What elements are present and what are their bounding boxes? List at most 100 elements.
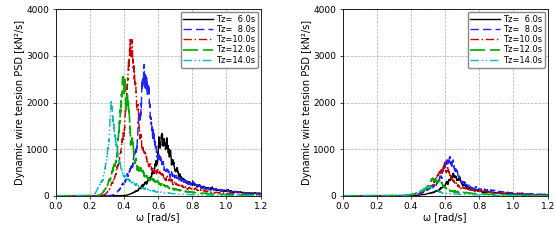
Line: Tz=  6.0s: Tz= 6.0s — [56, 134, 261, 196]
Tz=12.0s — [429, 177, 436, 179]
Tz=14.0s — [257, 194, 264, 197]
Tz=  6.0s — [76, 194, 82, 197]
Tz=  8.0s — [375, 194, 381, 197]
Tz=14.0s — [544, 194, 551, 197]
Tz=14.0s — [254, 194, 260, 197]
Tz=12.0s — [120, 75, 127, 78]
Line: Tz=  6.0s: Tz= 6.0s — [343, 173, 548, 196]
Tz=  8.0s — [88, 194, 95, 197]
Tz=  6.0s — [140, 184, 147, 187]
Tz=10.0s — [540, 193, 547, 196]
Tz=14.0s — [540, 194, 547, 197]
Y-axis label: Dynamic wire tension PSD [kN²/s]: Dynamic wire tension PSD [kN²/s] — [302, 20, 312, 185]
X-axis label: ω [rad/s]: ω [rad/s] — [136, 212, 180, 222]
Tz=12.0s — [375, 194, 381, 197]
Tz=14.0s — [518, 194, 525, 197]
Tz=12.0s — [131, 160, 138, 163]
Tz=  8.0s — [544, 193, 551, 196]
Tz=14.0s — [427, 185, 434, 188]
Tz=10.0s — [418, 191, 425, 194]
Tz=14.0s — [424, 184, 431, 187]
Legend: Tz=  6.0s, Tz=  8.0s, Tz=10.0s, Tz=12.0s, Tz=14.0s: Tz= 6.0s, Tz= 8.0s, Tz=10.0s, Tz=12.0s, … — [468, 12, 545, 68]
Tz=  8.0s — [340, 194, 346, 197]
Tz=10.0s — [363, 194, 370, 197]
Tz=10.0s — [127, 36, 133, 39]
Tz=12.0s — [52, 194, 59, 197]
Tz=14.0s — [76, 194, 82, 197]
Tz=12.0s — [231, 193, 238, 196]
Tz=10.0s — [340, 194, 346, 197]
Tz=  6.0s — [158, 132, 165, 135]
Line: Tz=12.0s: Tz=12.0s — [343, 178, 548, 196]
Tz=10.0s — [257, 193, 264, 196]
Tz=14.0s — [140, 187, 147, 190]
Tz=  6.0s — [131, 191, 138, 194]
Tz=14.0s — [418, 189, 425, 192]
Tz=12.0s — [544, 194, 551, 197]
Tz=  8.0s — [518, 192, 525, 195]
Tz=12.0s — [254, 194, 260, 197]
Tz=12.0s — [257, 194, 264, 197]
Tz=  6.0s — [518, 193, 525, 196]
Line: Tz=12.0s: Tz=12.0s — [56, 77, 261, 196]
Tz=10.0s — [544, 194, 551, 196]
Legend: Tz=  6.0s, Tz=  8.0s, Tz=10.0s, Tz=12.0s, Tz=14.0s: Tz= 6.0s, Tz= 8.0s, Tz=10.0s, Tz=12.0s, … — [181, 12, 258, 68]
Tz=10.0s — [427, 185, 434, 187]
Tz=  6.0s — [88, 194, 95, 197]
Tz=  8.0s — [76, 194, 82, 197]
Line: Tz=  8.0s: Tz= 8.0s — [343, 157, 548, 196]
Tz=14.0s — [88, 194, 95, 197]
Tz=12.0s — [76, 194, 82, 197]
Tz=12.0s — [418, 190, 425, 193]
Tz=  6.0s — [363, 194, 370, 197]
Tz=  6.0s — [450, 172, 456, 175]
Tz=14.0s — [108, 99, 115, 102]
X-axis label: ω [rad/s]: ω [rad/s] — [424, 212, 467, 222]
Tz=12.0s — [88, 194, 95, 197]
Tz=14.0s — [52, 194, 59, 197]
Tz=10.0s — [131, 74, 138, 77]
Tz=10.0s — [140, 148, 147, 151]
Tz=  8.0s — [540, 193, 547, 196]
Tz=  6.0s — [254, 192, 260, 195]
Tz=12.0s — [140, 170, 147, 172]
Tz=  6.0s — [340, 194, 346, 197]
Tz=  8.0s — [257, 193, 264, 195]
Tz=  8.0s — [418, 192, 425, 195]
Tz=  6.0s — [540, 193, 547, 196]
Tz=12.0s — [340, 194, 346, 197]
Tz=10.0s — [254, 193, 260, 196]
Line: Tz=14.0s: Tz=14.0s — [343, 186, 548, 196]
Tz=12.0s — [427, 180, 434, 183]
Tz=10.0s — [52, 194, 59, 197]
Tz=  8.0s — [427, 187, 434, 189]
Line: Tz=  8.0s: Tz= 8.0s — [56, 65, 261, 196]
Tz=10.0s — [375, 194, 381, 197]
Tz=10.0s — [76, 194, 82, 197]
Tz=  8.0s — [363, 194, 370, 197]
Tz=14.0s — [131, 182, 138, 185]
Tz=14.0s — [375, 194, 381, 197]
Line: Tz=10.0s: Tz=10.0s — [56, 38, 261, 196]
Tz=10.0s — [88, 194, 95, 197]
Tz=12.0s — [540, 194, 547, 197]
Tz=  8.0s — [231, 190, 238, 193]
Tz=  6.0s — [427, 192, 434, 194]
Tz=12.0s — [518, 194, 525, 196]
Tz=10.0s — [518, 193, 525, 195]
Tz=10.0s — [441, 161, 448, 164]
Y-axis label: Dynamic wire tension PSD [kN²/s]: Dynamic wire tension PSD [kN²/s] — [15, 20, 25, 185]
Tz=  8.0s — [254, 192, 260, 195]
Tz=  6.0s — [544, 193, 551, 196]
Line: Tz=10.0s: Tz=10.0s — [343, 162, 548, 196]
Tz=  6.0s — [375, 194, 381, 197]
Tz=10.0s — [231, 192, 238, 195]
Tz=12.0s — [363, 194, 370, 197]
Tz=  8.0s — [446, 156, 453, 158]
Tz=14.0s — [340, 194, 346, 197]
Tz=  8.0s — [131, 151, 138, 154]
Tz=  6.0s — [231, 190, 238, 193]
Tz=14.0s — [231, 194, 238, 197]
Tz=14.0s — [363, 194, 370, 197]
Tz=  6.0s — [418, 194, 425, 196]
